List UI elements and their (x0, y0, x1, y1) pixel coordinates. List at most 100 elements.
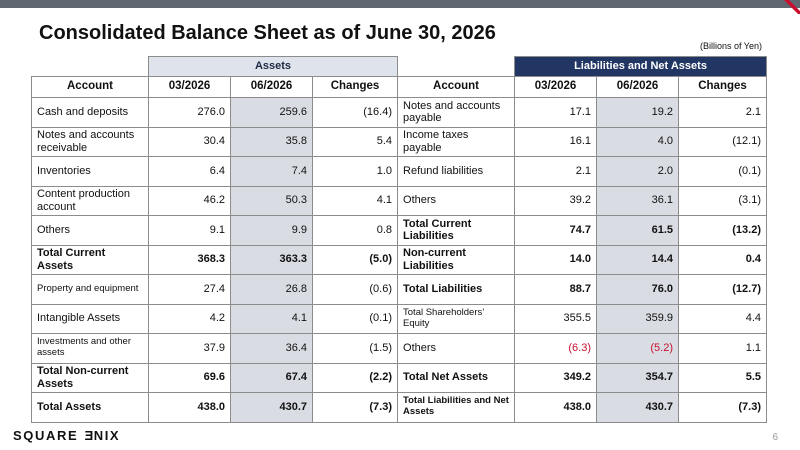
asset-account-cell: Total Current Assets (31, 244, 149, 275)
page-number: 6 (772, 432, 778, 443)
liability-account-cell: Total Liabilities and Net Assets (397, 392, 516, 423)
mar-value-cell: 27.4 (148, 274, 231, 305)
mar-value-cell: 438.0 (148, 392, 231, 423)
col-header-changes: Changes (678, 76, 768, 98)
mar-value-cell: 16.1 (514, 126, 598, 157)
jun-value-cell: 67.4 (230, 362, 313, 393)
mar-value-cell: 355.5 (514, 303, 598, 334)
liability-account-cell: Refund liabilities (397, 156, 516, 187)
mar-value-cell: (6.3) (514, 333, 598, 364)
jun-value-cell: 14.4 (596, 244, 680, 275)
mar-value-cell: 46.2 (148, 185, 231, 216)
change-value-cell: 1.0 (311, 156, 399, 187)
table-row: Total Non-current Assets 69.6 67.4 (2.2) Tot… (31, 362, 768, 393)
liability-account-cell: Total Liabilities (397, 274, 516, 305)
change-value-cell: 0.4 (678, 244, 768, 275)
liability-account-cell: Total Shareholders’ Equity (397, 303, 516, 334)
mar-value-cell: 2.1 (514, 156, 598, 187)
asset-account-cell: Others (31, 215, 149, 246)
jun-value-cell: 50.3 (230, 185, 313, 216)
change-value-cell: 4.4 (678, 303, 768, 334)
liability-account-cell: Total Current Liabilities (397, 215, 516, 246)
jun-value-cell: 26.8 (230, 274, 313, 305)
asset-account-cell: Total Non-current Assets (31, 362, 149, 393)
column-header-row: Account 03/2026 06/2026 Changes Account … (31, 76, 768, 98)
asset-account-cell: Total Assets (31, 392, 149, 423)
change-value-cell: (2.2) (311, 362, 399, 393)
section-header-liabilities: Liabilities and Net Assets (514, 56, 768, 77)
change-value-cell: (0.1) (678, 156, 768, 187)
col-header-jun: 06/2026 (230, 76, 313, 98)
change-value-cell: 5.5 (678, 362, 768, 393)
col-header-account: Account (31, 76, 149, 98)
asset-account-cell: Investments and other assets (31, 333, 149, 364)
liability-account-cell: Total Net Assets (397, 362, 516, 393)
change-value-cell: 2.1 (678, 97, 768, 128)
asset-account-cell: Inventories (31, 156, 149, 187)
jun-value-cell: 4.0 (596, 126, 680, 157)
jun-value-cell: 35.8 (230, 126, 313, 157)
change-value-cell: (12.7) (678, 274, 768, 305)
mar-value-cell: 438.0 (514, 392, 598, 423)
liability-account-cell: Non-current Liabilities (397, 244, 516, 275)
mar-value-cell: 14.0 (514, 244, 598, 275)
mar-value-cell: 368.3 (148, 244, 231, 275)
change-value-cell: (3.1) (678, 185, 768, 216)
table-row: Cash and deposits 276.0 259.6 (16.4) Notes a… (31, 97, 768, 128)
corner-accent-mark (774, 0, 800, 14)
table-row: Content production account 46.2 50.3 4.1 Oth… (31, 185, 768, 216)
table-row: Inventories 6.4 7.4 1.0 Refund liabilities 2.… (31, 156, 768, 187)
change-value-cell: 1.1 (678, 333, 768, 364)
square-enix-logo: SQUARE ENIX (13, 428, 121, 443)
jun-value-cell: 359.9 (596, 303, 680, 334)
jun-value-cell: 430.7 (596, 392, 680, 423)
col-header-mar: 03/2026 (148, 76, 231, 98)
asset-account-cell: Content production account (31, 185, 149, 216)
asset-account-cell: Notes and accounts receivable (31, 126, 149, 157)
jun-value-cell: 354.7 (596, 362, 680, 393)
change-value-cell: 0.8 (311, 215, 399, 246)
table-row: Total Current Assets 368.3 363.3 (5.0) Non-c… (31, 244, 768, 275)
change-value-cell: (1.5) (311, 333, 399, 364)
table-row: Others 9.1 9.9 0.8 Total Current Liabilities… (31, 215, 768, 246)
mar-value-cell: 37.9 (148, 333, 231, 364)
jun-value-cell: 19.2 (596, 97, 680, 128)
liability-account-cell: Others (397, 333, 516, 364)
jun-value-cell: 7.4 (230, 156, 313, 187)
mar-value-cell: 9.1 (148, 215, 231, 246)
change-value-cell: (0.6) (311, 274, 399, 305)
change-value-cell: 5.4 (311, 126, 399, 157)
liability-account-cell: Income taxes payable (397, 126, 516, 157)
table-row: Investments and other assets 37.9 36.4 (1.5… (31, 333, 768, 364)
jun-value-cell: 363.3 (230, 244, 313, 275)
jun-value-cell: 36.4 (230, 333, 313, 364)
jun-value-cell: 4.1 (230, 303, 313, 334)
mar-value-cell: 88.7 (514, 274, 598, 305)
asset-account-cell: Property and equipment (31, 274, 149, 305)
liability-account-cell: Others (397, 185, 516, 216)
mar-value-cell: 39.2 (514, 185, 598, 216)
unit-note: (Billions of Yen) (699, 41, 762, 51)
jun-value-cell: 2.0 (596, 156, 680, 187)
section-header-assets: Assets (147, 56, 399, 77)
mar-value-cell: 74.7 (514, 215, 598, 246)
change-value-cell: (13.2) (678, 215, 768, 246)
top-bar (0, 0, 800, 8)
change-value-cell: (16.4) (311, 97, 399, 128)
change-value-cell: 4.1 (311, 185, 399, 216)
balance-sheet-table: Assets Liabilities and Net Assets Accoun… (31, 56, 768, 423)
table-row: Total Assets 438.0 430.7 (7.3) Total Liabili… (31, 392, 768, 423)
change-value-cell: (12.1) (678, 126, 768, 157)
table-row: Intangible Assets 4.2 4.1 (0.1) Total Shareh… (31, 303, 768, 334)
change-value-cell: (5.0) (311, 244, 399, 275)
change-value-cell: (7.3) (311, 392, 399, 423)
asset-account-cell: Cash and deposits (31, 97, 149, 128)
change-value-cell: (0.1) (311, 303, 399, 334)
mar-value-cell: 69.6 (148, 362, 231, 393)
jun-value-cell: 61.5 (596, 215, 680, 246)
col-header-changes: Changes (311, 76, 399, 98)
table-row: Property and equipment 27.4 26.8 (0.6) Total… (31, 274, 768, 305)
asset-account-cell: Intangible Assets (31, 303, 149, 334)
col-header-account: Account (397, 76, 516, 98)
mar-value-cell: 6.4 (148, 156, 231, 187)
